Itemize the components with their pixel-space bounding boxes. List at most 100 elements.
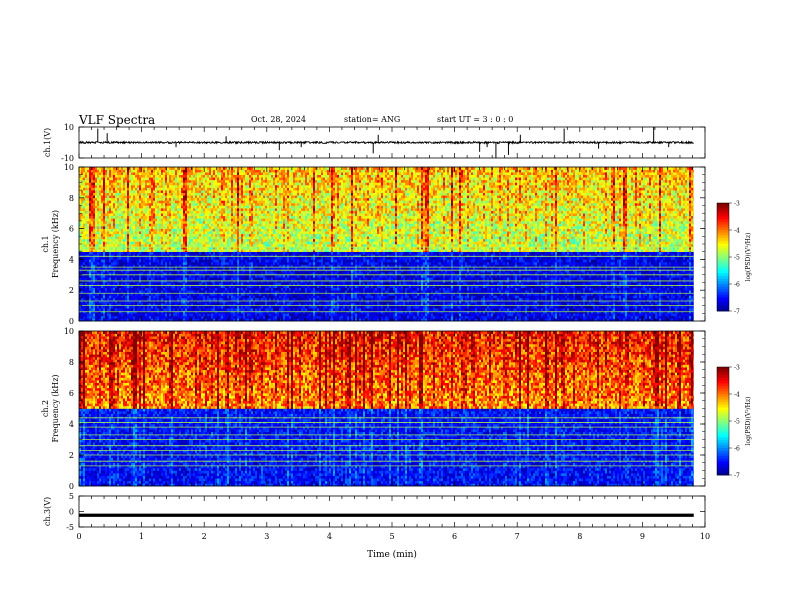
ch1-psd-cell	[157, 172, 160, 175]
ch1-psd-cell	[217, 305, 220, 309]
ch1-psd-cell	[203, 285, 206, 288]
ch1-psd-cell	[107, 228, 110, 232]
ch1-psd-cell	[215, 177, 218, 181]
ch1-psd-cell	[137, 200, 140, 204]
ch1-psd-cell	[211, 182, 214, 186]
ch1-psd-cell	[195, 244, 198, 247]
ch1-psd-cell	[239, 192, 242, 196]
ch1-psd-cell	[115, 218, 118, 222]
ch1-psd-cell	[235, 197, 238, 201]
ch1-psd-cell	[119, 192, 122, 196]
ch1-psd-cell	[153, 220, 156, 224]
ch1-psd-cell	[139, 202, 142, 206]
ch1-psd-cell	[133, 236, 136, 240]
ch1-psd-cell	[97, 308, 100, 312]
ch1-psd-cell	[149, 231, 152, 235]
ch1-psd-cell	[113, 169, 116, 173]
ch1-psd-cell	[111, 300, 114, 304]
ch1-psd-cell	[185, 308, 188, 312]
ch1-psd-cell	[189, 251, 192, 255]
ch1-psd-cell	[223, 223, 226, 227]
ch1-psd-cell	[219, 220, 222, 224]
ch1-psd-cell	[239, 187, 242, 191]
ch1-psd-cell	[223, 192, 226, 196]
ch1-psd-cell	[157, 238, 160, 242]
ch1-psd-cell	[79, 241, 82, 245]
ch1-psd-cell	[133, 254, 136, 258]
ch1-psd-cell	[145, 177, 148, 181]
ch1-psd-cell	[157, 251, 160, 255]
ch1-psd-cell	[149, 169, 152, 173]
ch1-psd-cell	[221, 231, 224, 235]
ch1-psd-cell	[165, 261, 168, 265]
ch1-psd-cell	[157, 200, 160, 204]
ch1-psd-cell	[127, 223, 130, 227]
ch1-psd-cell	[93, 177, 96, 181]
ch1-psd-cell	[181, 300, 184, 304]
ch1-psd-cell	[175, 177, 178, 181]
ch1-psd-cell	[117, 290, 120, 294]
ch1-psd-cell	[229, 179, 232, 183]
ch1-psd-cell	[179, 295, 182, 299]
ch1-psd-cell	[155, 218, 158, 222]
ch1-psd-cell	[85, 274, 88, 278]
ch1-psd-cell	[209, 192, 212, 196]
ch1-psd-cell	[135, 200, 138, 204]
ch1-psd-cell	[239, 249, 242, 252]
ch1-psd-cell	[199, 205, 202, 209]
ch1-psd-cell	[209, 305, 212, 309]
ch1-psd-cell	[159, 267, 162, 270]
ch1-psd-cell	[171, 205, 174, 209]
ch1-psd-cell	[221, 202, 224, 206]
ch1-psd-cell	[161, 246, 164, 250]
ch1-psd-cell	[231, 169, 234, 173]
ch1-psd-cell	[155, 231, 158, 235]
ch1-psd-cell	[233, 202, 236, 206]
ch1-psd-cell	[177, 313, 180, 317]
ch1-psd-cell	[149, 192, 152, 196]
ch1-psd-cell	[125, 290, 128, 294]
ch1-psd-cell	[179, 251, 182, 255]
ch1-psd-cell	[87, 184, 90, 188]
ch1-psd-cell	[221, 300, 224, 304]
ch1-psd-cell	[107, 182, 110, 186]
ch1-psd-cell	[105, 274, 108, 278]
ch1-psd-cell	[221, 254, 224, 258]
ch1-psd-cell	[147, 167, 150, 170]
ch1-psd-cell	[187, 213, 190, 217]
ch1-psd-cell	[217, 287, 220, 291]
ch1-psd-cell	[215, 210, 218, 214]
ch1-psd-cell	[133, 244, 136, 247]
ch1-psd-cell	[193, 264, 196, 268]
ch1-psd-cell	[129, 300, 132, 304]
ch1-psd-cell	[223, 202, 226, 206]
ch1-psd-cell	[217, 228, 220, 232]
ch1-psd-cell	[97, 251, 100, 255]
ch1-psd-cell	[85, 241, 88, 245]
ch1-psd-cell	[111, 244, 114, 247]
ch1-psd-cell	[125, 218, 128, 222]
ch1-psd-cell	[193, 290, 196, 294]
ch1-psd-cell	[143, 297, 146, 301]
ch1-psd-cell	[103, 315, 106, 319]
ch1-psd-cell	[127, 303, 130, 306]
ch1-psd-cell	[213, 187, 216, 191]
ch1-psd-cell	[89, 264, 92, 268]
ch1-psd-cell	[187, 244, 190, 247]
ch1-psd-cell	[233, 187, 236, 191]
ch1-psd-cell	[123, 205, 126, 209]
ch1-psd-cell	[143, 251, 146, 255]
ch1-psd-cell	[183, 256, 186, 260]
ch1-psd-cell	[167, 210, 170, 214]
ch1-psd-cell	[83, 213, 86, 217]
ch1-psd-cell	[181, 192, 184, 196]
ch1-psd-cell	[187, 259, 190, 263]
ch1-psd-cell	[99, 249, 102, 252]
ch1-psd-cell	[113, 246, 116, 250]
ch1-psd-cell	[213, 192, 216, 196]
ch1-psd-cell	[93, 218, 96, 222]
ch1-psd-cell	[169, 202, 172, 206]
ch1-psd-cell	[203, 305, 206, 309]
ch1-psd-cell	[197, 303, 200, 306]
ch1-psd-cell	[81, 238, 84, 242]
